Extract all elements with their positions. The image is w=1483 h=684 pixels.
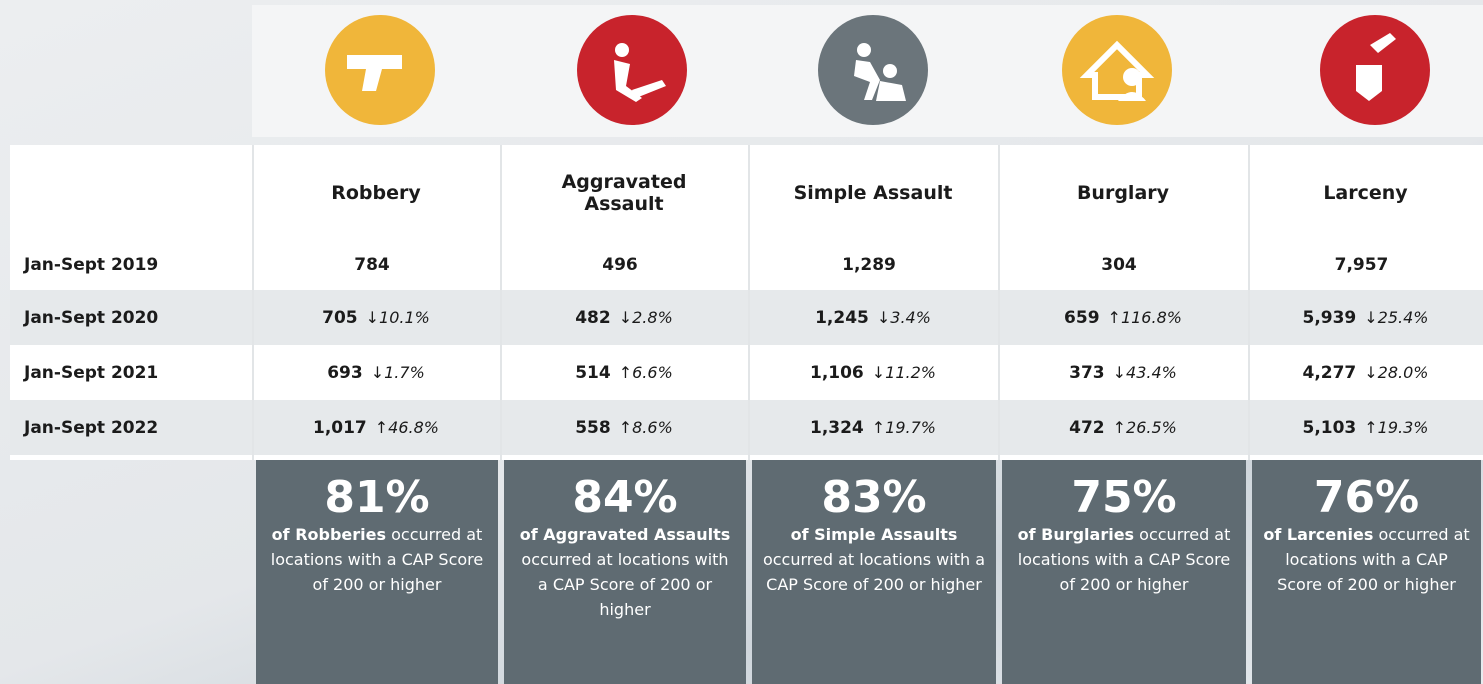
column-header: Larceny <box>1248 145 1483 240</box>
column-header: Aggravated Assault <box>500 145 748 240</box>
summary-percent: 76% <box>1252 474 1481 522</box>
cell-value: 482 <box>575 308 611 328</box>
cell-value: 5,103 <box>1302 418 1356 438</box>
summary-panel: 75%of Burglaries occurred at locations w… <box>1002 460 1246 684</box>
cell-value: 1,017 <box>313 418 367 438</box>
table-cell: 1,324 ↑19.7% <box>748 400 998 455</box>
summary-subject: of Simple Assaults <box>791 525 958 544</box>
cell-value: 558 <box>575 418 611 438</box>
row-label: Jan-Sept 2020 <box>10 290 252 345</box>
summary-percent: 75% <box>1002 474 1246 522</box>
table-cell: 558 ↑8.6% <box>500 400 748 455</box>
simple-assault-icon <box>818 15 928 125</box>
summary-text: of Larcenies occurred at locations with … <box>1252 522 1481 597</box>
table-cell: 304 <box>998 240 1248 290</box>
page: RobberyAggravated AssaultSimple AssaultB… <box>0 0 1483 684</box>
summary-text: of Burglaries occurred at locations with… <box>1002 522 1246 597</box>
column-header: Burglary <box>998 145 1248 240</box>
summary-subject: of Aggravated Assaults <box>520 525 731 544</box>
summary-panel: 84%of Aggravated Assaults occurred at lo… <box>504 460 746 684</box>
summary-description: occurred at locations with a CAP Score o… <box>521 550 728 619</box>
cell-value: 5,939 <box>1302 308 1356 328</box>
cell-value: 1,106 <box>810 363 864 383</box>
cell-change: ↑8.6% <box>619 418 673 437</box>
cell-value: 304 <box>1101 255 1137 275</box>
table-cell: 373 ↓43.4% <box>998 345 1248 400</box>
cell-change: ↓43.4% <box>1113 363 1177 382</box>
summary-percent: 81% <box>256 474 498 522</box>
summary-text: of Robberies occurred at locations with … <box>256 522 498 597</box>
cell-change: ↓10.1% <box>366 308 430 327</box>
row-label: Jan-Sept 2019 <box>10 240 252 290</box>
table-cell: 1,289 <box>748 240 998 290</box>
icon-bar <box>252 5 1483 137</box>
cell-value: 1,245 <box>815 308 869 328</box>
summary-panel: 76%of Larcenies occurred at locations wi… <box>1252 460 1481 684</box>
cell-value: 1,324 <box>810 418 864 438</box>
cell-value: 784 <box>354 255 390 275</box>
cell-value: 659 <box>1064 308 1100 328</box>
cell-value: 705 <box>322 308 358 328</box>
cell-change: ↑26.5% <box>1113 418 1177 437</box>
summary-percent: 83% <box>752 474 996 522</box>
table-cell: 482 ↓2.8% <box>500 290 748 345</box>
table-cell: 7,957 <box>1248 240 1483 290</box>
cell-change: ↑19.7% <box>872 418 936 437</box>
table-cell: 472 ↑26.5% <box>998 400 1248 455</box>
summary-subject: of Larcenies <box>1263 525 1373 544</box>
cell-change: ↑6.6% <box>619 363 673 382</box>
cell-value: 1,289 <box>842 255 896 275</box>
summary-subject: of Burglaries <box>1018 525 1134 544</box>
cell-value: 7,957 <box>1335 255 1389 275</box>
aggravated-assault-icon <box>577 15 687 125</box>
cell-change: ↓28.0% <box>1364 363 1428 382</box>
cell-value: 373 <box>1069 363 1105 383</box>
cell-value: 472 <box>1069 418 1105 438</box>
table-cell: 496 <box>500 240 748 290</box>
cell-change: ↓25.4% <box>1364 308 1428 327</box>
summary-subject: of Robberies <box>272 525 386 544</box>
cell-value: 496 <box>602 255 638 275</box>
summary-description: occurred at locations with a CAP Score o… <box>763 550 985 594</box>
cell-change: ↓3.4% <box>877 308 931 327</box>
summary-text: of Simple Assaults occurred at locations… <box>752 522 996 597</box>
table-cell: 1,106 ↓11.2% <box>748 345 998 400</box>
table-cell: 784 <box>252 240 500 290</box>
table-cell: 1,245 ↓3.4% <box>748 290 998 345</box>
cell-value: 693 <box>327 363 363 383</box>
larceny-icon <box>1320 15 1430 125</box>
table-cell: 1,017 ↑46.8% <box>252 400 500 455</box>
table-cell: 4,277 ↓28.0% <box>1248 345 1483 400</box>
icons <box>252 5 1483 137</box>
cell-change: ↓1.7% <box>371 363 425 382</box>
table-cell: 5,939 ↓25.4% <box>1248 290 1483 345</box>
summary-percent: 84% <box>504 474 746 522</box>
column-header: Simple Assault <box>748 145 998 240</box>
table-cell: 514 ↑6.6% <box>500 345 748 400</box>
row-label: Jan-Sept 2021 <box>10 345 252 400</box>
row-label: Jan-Sept 2022 <box>10 400 252 455</box>
robbery-icon <box>325 15 435 125</box>
table-cell: 693 ↓1.7% <box>252 345 500 400</box>
summary-text: of Aggravated Assaults occurred at locat… <box>504 522 746 622</box>
burglary-icon <box>1062 15 1172 125</box>
summary-panel: 81%of Robberies occurred at locations wi… <box>256 460 498 684</box>
cell-change: ↑116.8% <box>1108 308 1182 327</box>
cell-change: ↑19.3% <box>1364 418 1428 437</box>
column-header: Robbery <box>252 145 500 240</box>
summary-panel: 83%of Simple Assaults occurred at locati… <box>752 460 996 684</box>
cell-change: ↓2.8% <box>619 308 673 327</box>
cell-value: 4,277 <box>1302 363 1356 383</box>
table-cell: 705 ↓10.1% <box>252 290 500 345</box>
cell-value: 514 <box>575 363 611 383</box>
cell-change: ↑46.8% <box>375 418 439 437</box>
cell-change: ↓11.2% <box>872 363 936 382</box>
table-cell: 5,103 ↑19.3% <box>1248 400 1483 455</box>
table-cell: 659 ↑116.8% <box>998 290 1248 345</box>
